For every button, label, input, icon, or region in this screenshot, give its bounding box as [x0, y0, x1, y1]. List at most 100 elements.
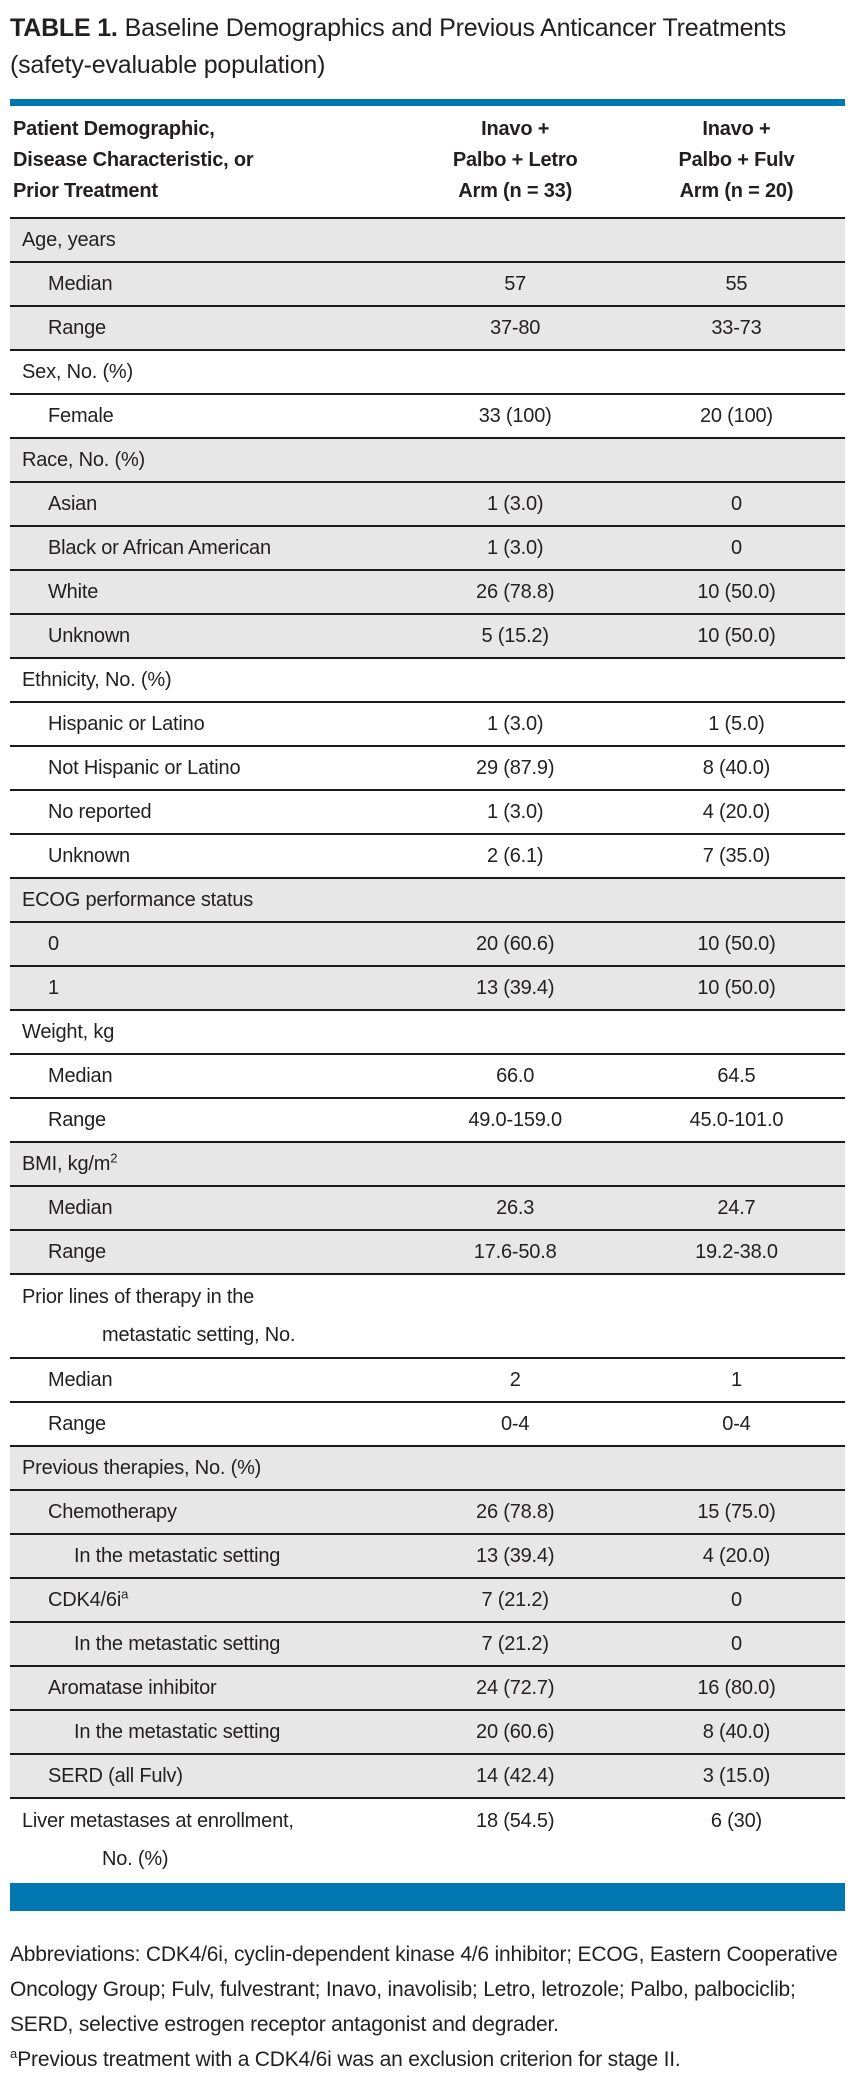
row-label: SERD (all Fulv) [10, 1754, 403, 1799]
cell-value: 10 (50.0) [627, 614, 845, 659]
section-label-line: Prior lines of therapy in the [22, 1286, 255, 1308]
cell-value [627, 878, 845, 923]
header-line: Arm (n = 33) [458, 180, 573, 202]
cell-value [627, 218, 845, 263]
cell-value [402, 1010, 628, 1055]
table-row: Median 2 1 [10, 1358, 845, 1403]
header-line: Inavo + [481, 118, 550, 140]
table-row: In the metastatic setting 13 (39.4) 4 (20.… [10, 1534, 845, 1579]
row-label: Hispanic or Latino [10, 702, 403, 747]
cell-value: 66.0 [402, 1054, 628, 1099]
row-label: No reported [10, 790, 403, 835]
cell-value: 8 (40.0) [627, 1710, 845, 1755]
cell-value: 4 (20.0) [627, 1534, 845, 1579]
section-label-line: metastatic setting, No. [102, 1324, 296, 1346]
cell-value: 20 (100) [627, 394, 845, 439]
section-header-row: BMI, kg/m2 [10, 1142, 845, 1187]
header-row: Patient Demographic, Disease Characterist… [10, 106, 845, 219]
table-bottom-rule [10, 1883, 845, 1911]
row-label: 0 [10, 922, 403, 967]
cell-value [402, 1446, 628, 1491]
section-label: Previous therapies, No. (%) [10, 1446, 403, 1491]
cell-value: 26 (78.8) [402, 570, 628, 615]
cell-value: 7 (21.2) [402, 1578, 628, 1623]
row-label: Median [10, 262, 403, 307]
cell-value: 57 [402, 262, 628, 307]
cell-value: 20 (60.6) [402, 922, 628, 967]
cell-value [402, 350, 628, 395]
table-row: Unknown 5 (15.2) 10 (50.0) [10, 614, 845, 659]
cell-value: 10 (50.0) [627, 922, 845, 967]
table-row: In the metastatic setting 20 (60.6) 8 (40.… [10, 1710, 845, 1755]
table-row: CDK4/6ia 7 (21.2) 0 [10, 1578, 845, 1623]
cell-value: 45.0-101.0 [627, 1098, 845, 1143]
abbreviations-note: Abbreviations: CDK4/6i, cyclin-dependent… [10, 1943, 838, 2036]
cell-value: 17.6-50.8 [402, 1230, 628, 1275]
section-header-row: Prior lines of therapy in the metastatic … [10, 1274, 845, 1359]
cell-value [627, 1142, 845, 1187]
cell-value: 1 (3.0) [402, 702, 628, 747]
header-line: Arm (n = 20) [679, 180, 794, 202]
section-header-row: ECOG performance status [10, 878, 845, 923]
table-row: SERD (all Fulv) 14 (42.4) 3 (15.0) [10, 1754, 845, 1799]
cell-value: 33 (100) [402, 394, 628, 439]
table-row: Hispanic or Latino 1 (3.0) 1 (5.0) [10, 702, 845, 747]
header-line: Patient Demographic, [13, 118, 215, 140]
table-row: Not Hispanic or Latino 29 (87.9) 8 (40.0) [10, 746, 845, 791]
cell-value [627, 1274, 845, 1359]
footnote-a-marker: a [10, 2046, 18, 2061]
cell-value: 7 (21.2) [402, 1622, 628, 1667]
section-header-row: Ethnicity, No. (%) [10, 658, 845, 703]
cell-value: 7 (35.0) [627, 834, 845, 879]
cell-value: 5 (15.2) [402, 614, 628, 659]
cell-value: 0 [627, 526, 845, 571]
section-label: ECOG performance status [10, 878, 403, 923]
row-label: Unknown [10, 614, 403, 659]
cell-value: 0 [627, 1578, 845, 1623]
cell-value: 10 (50.0) [627, 966, 845, 1011]
section-header-row: Previous therapies, No. (%) [10, 1446, 845, 1491]
superscript: a [121, 1585, 129, 1601]
cell-value: 3 (15.0) [627, 1754, 845, 1799]
cell-value: 49.0-159.0 [402, 1098, 628, 1143]
footnote-a-text: Previous treatment with a CDK4/6i was an… [17, 2048, 681, 2071]
cell-value: 2 (6.1) [402, 834, 628, 879]
row-label: Range [10, 306, 403, 351]
superscript: 2 [110, 1149, 118, 1165]
table-number: TABLE 1. [10, 14, 118, 42]
table-row: Median 57 55 [10, 262, 845, 307]
cell-value: 8 (40.0) [627, 746, 845, 791]
row-label: Range [10, 1098, 403, 1143]
section-header-row: Sex, No. (%) [10, 350, 845, 395]
table-row: In the metastatic setting 7 (21.2) 0 [10, 1622, 845, 1667]
row-label: White [10, 570, 403, 615]
table-row: Asian 1 (3.0) 0 [10, 482, 845, 527]
table-row: Range 37-80 33-73 [10, 306, 845, 351]
row-label: In the metastatic setting [10, 1710, 403, 1755]
row-label: In the metastatic setting [10, 1622, 403, 1667]
header-line: Prior Treatment [13, 180, 158, 202]
section-label: Liver metastases at enrollment, No. (%) [10, 1798, 402, 1881]
cell-value: 24 (72.7) [402, 1666, 628, 1711]
cell-value [627, 350, 845, 395]
cell-value: 2 [402, 1358, 628, 1403]
row-label: Female [10, 394, 403, 439]
cell-value: 0-4 [402, 1402, 628, 1447]
table-row: Range 49.0-159.0 45.0-101.0 [10, 1098, 845, 1143]
row-label: Median [10, 1186, 403, 1231]
cell-value: 15 (75.0) [627, 1490, 845, 1535]
table-row: Range 17.6-50.8 19.2-38.0 [10, 1230, 845, 1275]
cell-value: 4 (20.0) [627, 790, 845, 835]
row-label: Asian [10, 482, 403, 527]
row-label: CDK4/6ia [10, 1578, 403, 1623]
section-label: Ethnicity, No. (%) [10, 658, 403, 703]
cell-value: 20 (60.6) [402, 1710, 628, 1755]
cell-value [627, 438, 845, 483]
table-row: Chemotherapy 26 (78.8) 15 (75.0) [10, 1490, 845, 1535]
row-label: Aromatase inhibitor [10, 1666, 403, 1711]
section-header-row: Age, years [10, 218, 845, 263]
cell-value: 1 (3.0) [402, 526, 628, 571]
cell-value: 24.7 [627, 1186, 845, 1231]
cell-value: 19.2-38.0 [627, 1230, 845, 1275]
